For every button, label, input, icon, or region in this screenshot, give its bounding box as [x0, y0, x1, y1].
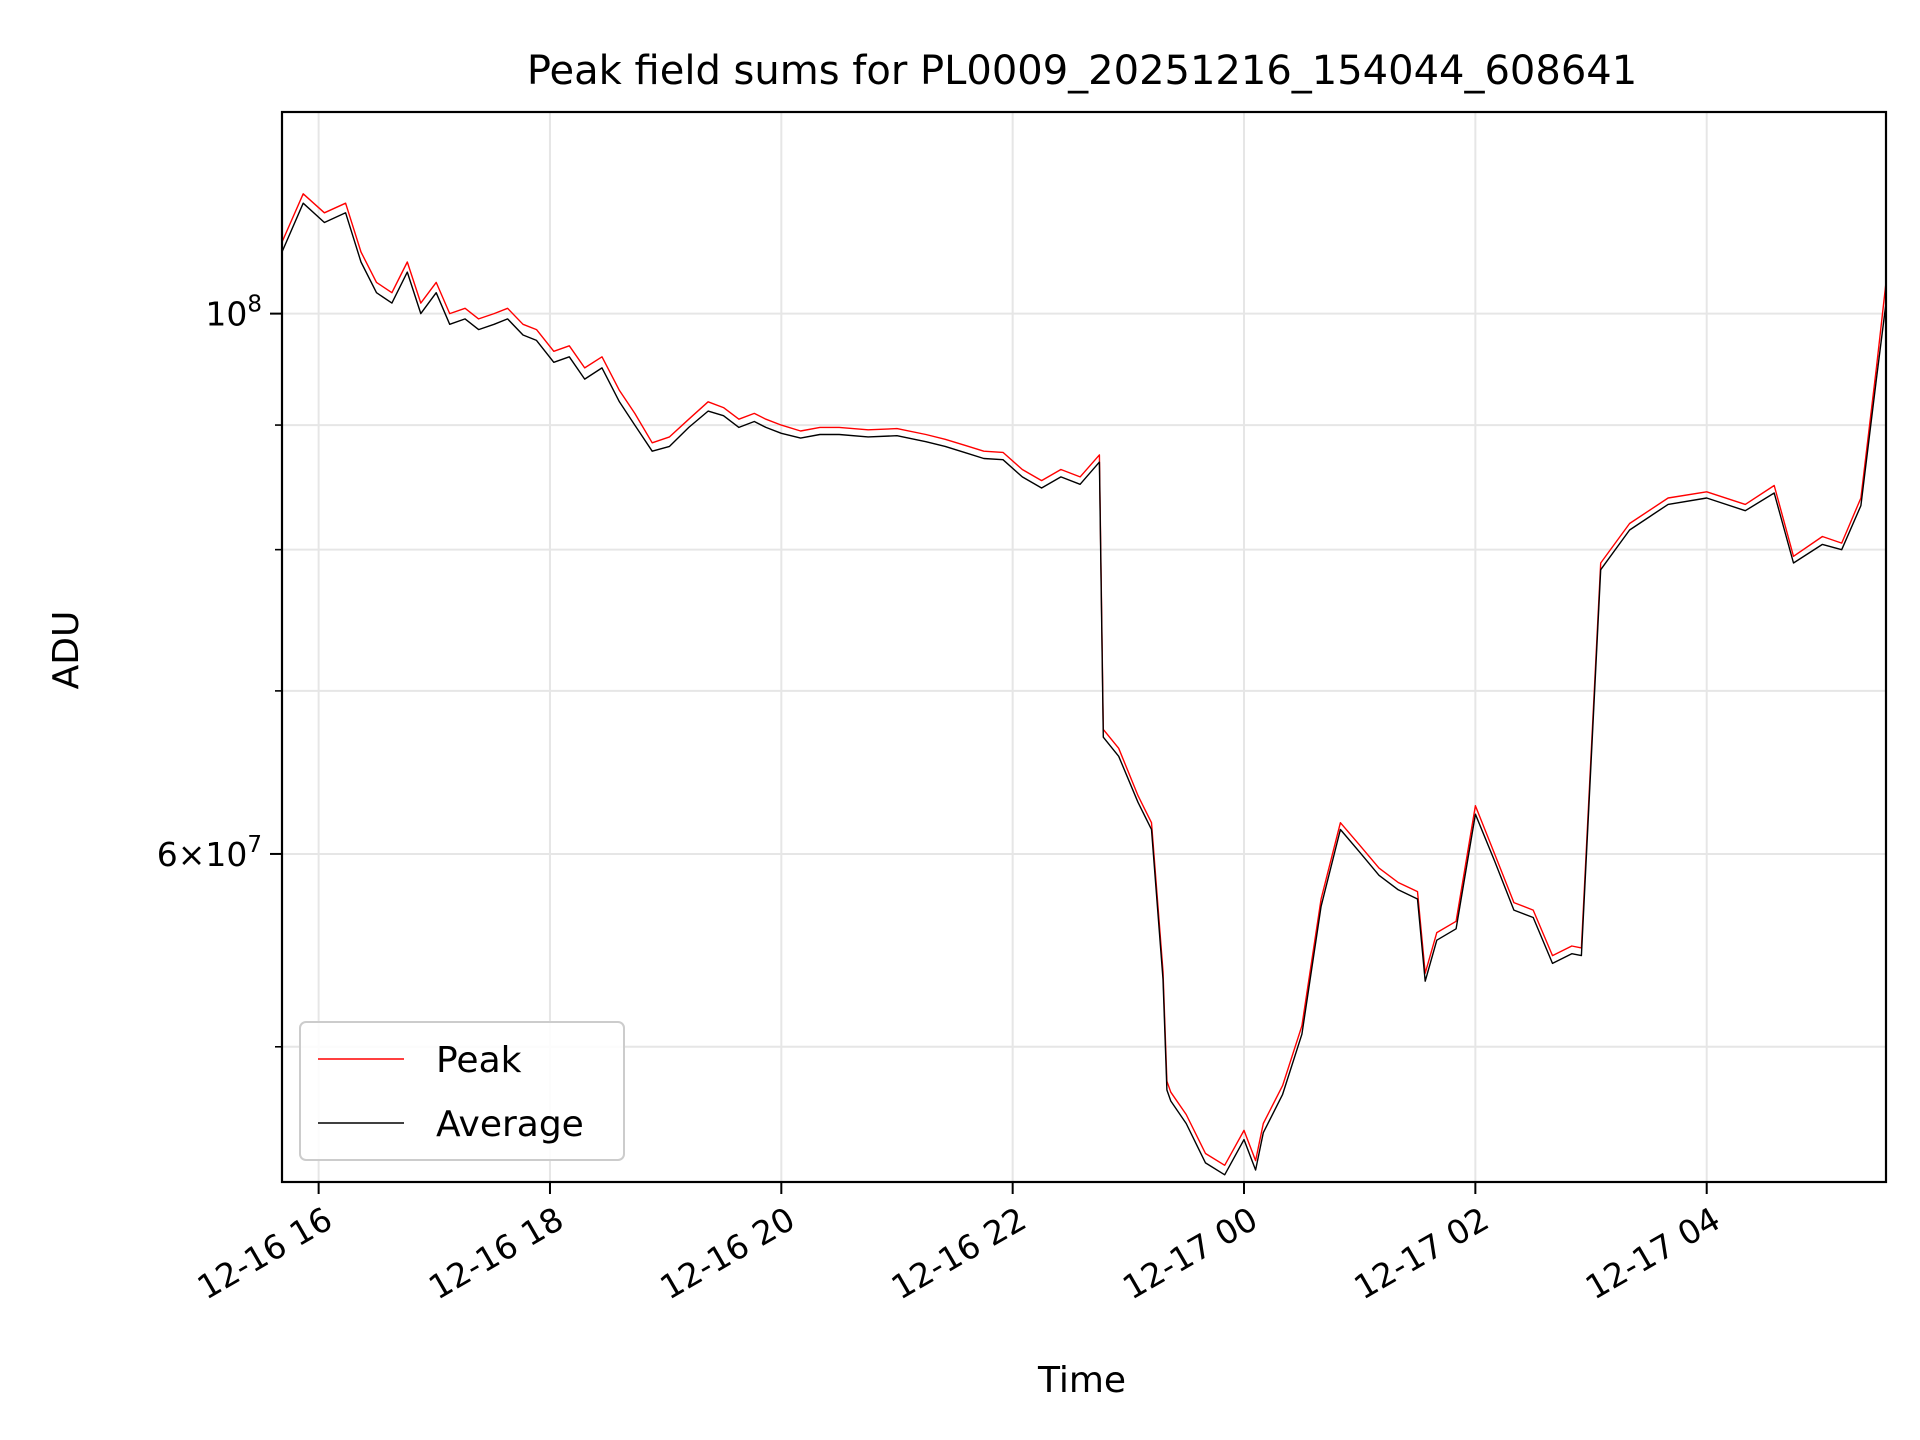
series-line-average — [281, 202, 1887, 1176]
legend-box — [299, 1021, 625, 1161]
series-layer — [281, 193, 1887, 1176]
series-line-peak — [281, 193, 1887, 1167]
legend: Peak Average — [299, 1021, 625, 1161]
plot-frame — [280, 110, 1888, 1184]
chart-title: Peak field sums for PL0009_20251216_1540… — [527, 48, 1637, 94]
y-tick-label: 108 — [205, 292, 262, 334]
legend-peak-label: Peak — [436, 1040, 522, 1081]
legend-average-label: Average — [436, 1104, 584, 1145]
y-axis-label: ADU — [46, 611, 87, 690]
x-axis-label: Time — [1037, 1360, 1126, 1401]
y-tick-label: 6×107 — [157, 832, 262, 874]
y-axis: 6×107 108 — [157, 292, 282, 1048]
